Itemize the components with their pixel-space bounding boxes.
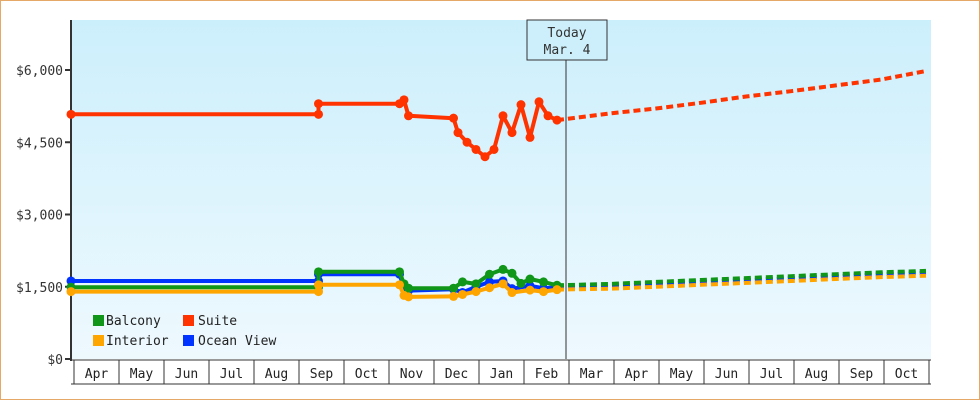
- x-month-label: Aug: [805, 367, 828, 382]
- legend: Balcony Suite Interior Ocean View: [93, 314, 276, 349]
- legend-swatch-interior: [93, 335, 104, 346]
- legend-swatch-balcony: [93, 315, 104, 326]
- x-axis: Apr May Jun Jul Aug Sep Oct Nov Dec Jan Feb Mar Apr M…: [71, 359, 931, 385]
- x-month-label: May: [670, 367, 694, 382]
- y-axis: $0 $1,500 $3,000 $4,500 $6,000: [16, 20, 72, 368]
- x-month-label: Jul: [760, 367, 783, 382]
- x-month-label: Oct: [355, 367, 378, 382]
- y-tick-label: $0: [47, 353, 63, 368]
- series-interior: [66, 273, 927, 302]
- x-month-label: Aug: [265, 367, 288, 382]
- series-lines: [66, 69, 927, 302]
- legend-label-suite: Suite: [198, 314, 237, 329]
- x-month-label: May: [130, 367, 154, 382]
- y-tick-label: $1,500: [16, 281, 63, 296]
- legend-label-interior: Interior: [106, 334, 169, 349]
- today-label-box: [526, 19, 608, 61]
- today-label-line2: Mar. 4: [544, 43, 591, 58]
- x-month-label: Jan: [490, 367, 513, 382]
- x-month-label: Apr: [625, 367, 649, 382]
- series-suite: [66, 69, 927, 162]
- x-month-label: Sep: [310, 367, 334, 382]
- x-month-label: Apr: [85, 367, 109, 382]
- x-month-label: Mar: [580, 367, 604, 382]
- x-month-label: Jun: [175, 367, 198, 382]
- today-label-line1: Today: [547, 26, 586, 41]
- legend-label-balcony: Balcony: [106, 314, 161, 329]
- x-month-label: Nov: [400, 367, 424, 382]
- x-month-label: Dec: [445, 367, 468, 382]
- plot-area: [71, 20, 931, 359]
- x-month-label: Jun: [715, 367, 738, 382]
- x-month-label: Sep: [850, 367, 874, 382]
- y-tick-label: $3,000: [16, 209, 63, 224]
- x-month-label: Jul: [220, 367, 243, 382]
- today-marker: Today Mar. 4: [526, 19, 608, 359]
- x-month-label: Feb: [535, 367, 559, 382]
- legend-label-ocean-view: Ocean View: [198, 334, 276, 349]
- y-tick-label: $6,000: [16, 64, 63, 79]
- legend-swatch-ocean-view: [183, 335, 194, 346]
- legend-swatch-suite: [183, 315, 194, 326]
- x-month-label: Oct: [895, 367, 918, 382]
- y-tick-label: $4,500: [16, 136, 63, 151]
